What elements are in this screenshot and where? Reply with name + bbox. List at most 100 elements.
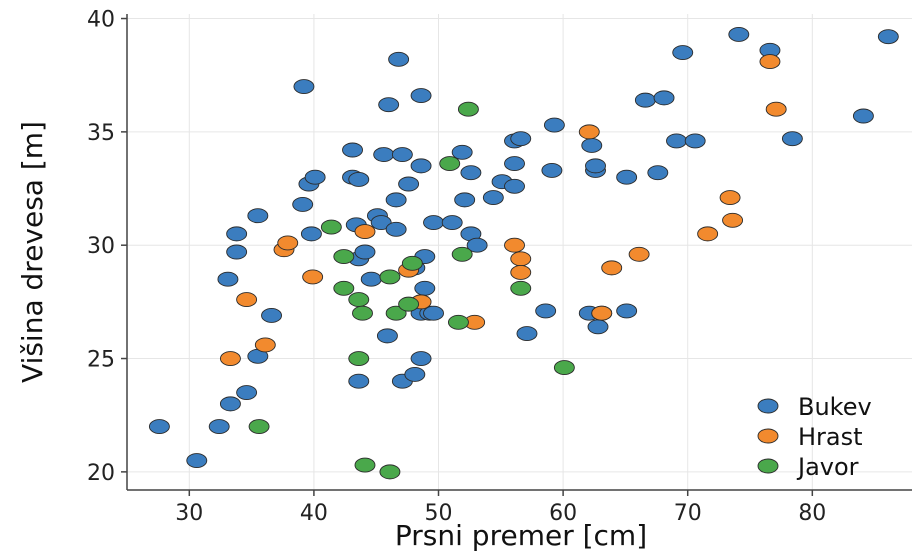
data-point (261, 308, 282, 323)
data-point (414, 280, 436, 296)
data-point (647, 165, 669, 181)
data-point (504, 237, 525, 253)
data-point (466, 237, 488, 253)
data-point (410, 88, 432, 104)
data-point (352, 305, 373, 321)
data-point (236, 385, 258, 400)
data-point (186, 453, 208, 468)
data-point (728, 26, 750, 42)
data-point (378, 97, 400, 113)
y-ticks: 20 25 30 35 40 (87, 8, 127, 486)
data-point (535, 303, 557, 319)
data-point (401, 255, 423, 271)
data-point (454, 192, 476, 208)
data-point (302, 269, 324, 285)
data-point (877, 29, 899, 45)
data-point (391, 147, 413, 162)
data-point (510, 264, 532, 280)
data-point (379, 464, 401, 480)
data-point (439, 156, 461, 172)
axes (126, 14, 912, 491)
data-point (587, 319, 609, 335)
data-point (376, 328, 398, 344)
data-point (410, 158, 432, 174)
data-point (719, 190, 741, 206)
data-point (591, 305, 613, 321)
data-point (320, 219, 342, 235)
data-point (852, 108, 874, 124)
data-point (516, 326, 538, 342)
data-point (510, 251, 532, 267)
data-point (342, 142, 363, 158)
legend-label: Bukev (798, 393, 872, 421)
data-point (208, 419, 230, 434)
data-point (722, 212, 744, 228)
series-hrast (219, 54, 787, 366)
data-point (510, 131, 532, 147)
data-point (373, 147, 395, 162)
data-point (333, 249, 355, 264)
legend-label: Javor (796, 453, 859, 481)
x-tick-label: 70 (674, 501, 702, 526)
data-point (423, 215, 444, 230)
data-point (684, 133, 706, 149)
data-point (447, 314, 469, 330)
data-point (277, 235, 299, 251)
data-point (697, 226, 719, 242)
data-point (148, 419, 170, 434)
data-point (354, 244, 376, 260)
data-point (385, 305, 407, 321)
y-axis-label: Višina drevesa [m] (16, 121, 49, 383)
data-point (543, 117, 565, 133)
data-point (360, 271, 382, 287)
data-point (781, 131, 803, 147)
data-point (578, 124, 600, 140)
data-point (457, 101, 479, 117)
legend-marker (757, 458, 779, 474)
data-point (581, 138, 603, 153)
data-point (348, 172, 370, 187)
data-point (219, 351, 241, 366)
y-tick-label: 35 (87, 121, 115, 146)
x-tick-label: 80 (798, 501, 826, 526)
x-ticks: 30 40 50 60 70 80 (175, 490, 826, 526)
data-point (765, 101, 787, 117)
data-point (385, 192, 407, 208)
data-point (354, 224, 376, 240)
data-point (616, 169, 638, 185)
data-point (348, 292, 370, 308)
data-point (219, 396, 241, 412)
data-point (379, 269, 401, 285)
data-point (398, 176, 420, 192)
y-tick-label: 25 (87, 348, 115, 373)
data-point (333, 280, 355, 296)
data-point (759, 54, 781, 70)
data-point (441, 215, 463, 230)
data-point (423, 305, 444, 321)
data-point (451, 246, 473, 262)
data-point (541, 162, 563, 178)
data-point (628, 246, 650, 262)
data-point (354, 457, 376, 473)
data-point (226, 226, 248, 242)
data-point (672, 45, 694, 60)
data-point (370, 215, 392, 230)
data-point (348, 351, 370, 366)
data-point (247, 208, 269, 224)
data-point (404, 366, 426, 382)
data-point (385, 221, 407, 237)
y-tick-label: 40 (87, 8, 115, 33)
data-point (653, 90, 675, 106)
y-tick-label: 30 (87, 234, 115, 259)
data-point (348, 373, 370, 389)
data-point (460, 165, 482, 181)
y-tick-label: 20 (87, 461, 115, 486)
data-point (504, 156, 525, 172)
data-point (293, 79, 315, 94)
x-tick-label: 60 (549, 501, 577, 526)
x-tick-label: 50 (425, 501, 453, 526)
legend-label: Hrast (798, 423, 863, 451)
x-tick-label: 30 (175, 501, 203, 526)
data-points (148, 26, 899, 480)
